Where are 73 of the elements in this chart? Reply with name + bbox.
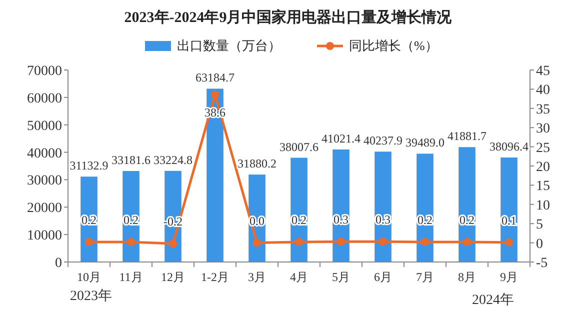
x-tick-label: 7月 xyxy=(416,270,434,284)
y2-tick-label: 40 xyxy=(536,83,550,98)
point xyxy=(379,238,387,246)
bar xyxy=(500,158,518,262)
bar xyxy=(374,152,392,262)
bar xyxy=(206,88,224,262)
data-label: 33181.6 xyxy=(112,152,150,167)
data-label: 41021.4 xyxy=(322,131,360,146)
x-tick-label: 11月 xyxy=(119,270,143,284)
y2-tick-label: 35 xyxy=(536,102,550,118)
point xyxy=(421,238,429,246)
data-label: 63184.7 xyxy=(196,70,234,85)
legend-label: 出口数量（万台） xyxy=(177,38,281,53)
bar xyxy=(458,147,476,262)
point xyxy=(169,240,177,248)
x-tick-label: 1-2月 xyxy=(201,270,229,284)
y-tick-label: 20000 xyxy=(27,201,62,216)
y-tick-label: 50000 xyxy=(27,118,62,134)
data-label: 40237.9 xyxy=(364,134,402,148)
bar xyxy=(290,158,308,262)
point xyxy=(505,238,513,246)
y2-tick-label: 10 xyxy=(536,198,550,214)
data-label: 0.2 xyxy=(292,213,306,228)
text: 2024年 xyxy=(472,292,514,308)
y2-tick-label: 45 xyxy=(536,64,550,79)
legend-label: 同比增长（%） xyxy=(349,38,438,53)
data-label: 0.3 xyxy=(334,212,348,227)
point xyxy=(211,90,219,99)
x-tick-label: 5月 xyxy=(332,270,350,284)
y-tick-label: 60000 xyxy=(27,91,62,106)
data-label: 39489.0 xyxy=(406,136,444,150)
y-tick-label: 30000 xyxy=(27,174,62,189)
text: 2023年 xyxy=(70,288,112,304)
y2-tick-label: 30 xyxy=(536,122,550,137)
data-label: 41881.7 xyxy=(448,129,486,144)
y2-tick-label: -5 xyxy=(536,256,548,271)
point xyxy=(127,238,135,246)
y2-tick-label: 0 xyxy=(536,236,543,252)
x-tick-label: 3月 xyxy=(248,270,266,284)
data-label: 38096.4 xyxy=(490,140,528,154)
y2-tick-label: 20 xyxy=(536,160,550,175)
data-label: 31132.9 xyxy=(70,158,108,173)
y2-tick-label: 5 xyxy=(536,218,543,233)
point xyxy=(463,238,471,246)
x-tick-label: 10月 xyxy=(77,270,101,284)
bar xyxy=(332,149,350,262)
data-label: 38007.6 xyxy=(280,140,318,154)
x-tick-label: 9月 xyxy=(500,270,518,284)
data-label: 33224.8 xyxy=(154,152,192,167)
data-label: 0.1 xyxy=(502,213,516,228)
point xyxy=(253,238,261,247)
x-tick-label: 4月 xyxy=(290,270,308,284)
x-tick-label: 8月 xyxy=(458,270,476,284)
point xyxy=(337,238,345,246)
y-tick-label: 40000 xyxy=(27,146,62,162)
x-tick-label: 6月 xyxy=(374,270,392,284)
x-tick-label: 12月 xyxy=(161,270,185,284)
data-label: 0.2 xyxy=(82,213,96,228)
y-tick-label: 10000 xyxy=(27,228,62,244)
data-label: 31880.2 xyxy=(238,156,276,171)
data-label: 0.2 xyxy=(124,213,138,228)
data-label: 0.2 xyxy=(418,213,432,228)
point xyxy=(85,238,93,246)
y2-tick-label: 25 xyxy=(536,140,550,156)
y-tick-label: 70000 xyxy=(27,64,62,79)
point xyxy=(295,238,303,246)
data-label: 0.3 xyxy=(376,212,390,227)
data-label: 0.2 xyxy=(460,213,474,228)
y2-tick-label: 15 xyxy=(536,179,550,194)
bar xyxy=(122,170,140,262)
y-tick-label: 0 xyxy=(55,256,62,271)
chart-title: 2023年-2024年9月中国家用电器出口量及增长情况 xyxy=(124,8,453,26)
bar xyxy=(416,154,434,262)
